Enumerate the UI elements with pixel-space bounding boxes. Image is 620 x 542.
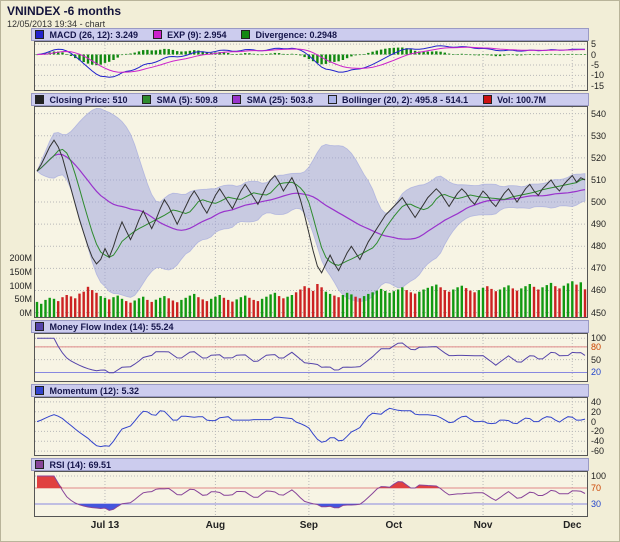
macd-legend-label: MACD (26, 12): 3.249 [49,30,139,40]
y-axis-tick: 460 [591,285,607,296]
price-legend: Closing Price: 510 SMA (5): 509.8 SMA (2… [31,93,589,106]
macd-legend: MACD (26, 12): 3.249 EXP (9): 2.954 Dive… [31,28,589,41]
sma5-swatch-icon [142,95,152,104]
y-axis-tick: 100 [591,471,607,481]
y-axis-tick: 80 [591,341,602,352]
x-axis-label: Oct [385,520,403,531]
y-axis-tick: 510 [591,174,607,185]
volume-axis-tick: 150M [9,266,32,277]
y-axis-tick: 70 [591,483,602,493]
mfi-legend-label: Money Flow Index (14): 55.24 [49,322,174,332]
x-axis-label: Nov [473,520,493,531]
macd-legend-item: MACD (26, 12): 3.249 [35,29,139,40]
y-axis-tick: -15 [591,80,605,91]
y-axis-tick: 0 [591,416,597,427]
y-axis-tick: 30 [591,499,602,509]
x-axis-label: Sep [299,520,319,531]
volume-y-axis: 200M 150M 100M 50M 0M [2,107,32,318]
closing-price-legend-label: Closing Price: 510 [49,95,128,105]
macd-legend-item: Divergence: 0.2948 [240,29,338,40]
price-y-axis: 540 530 520 510 500 490 480 470 460 450 [591,107,619,318]
chart-header: VNINDEX -6 months 12/05/2013 19:34 - cha… [7,4,121,29]
y-axis-tick: 5 [591,39,597,50]
macd-legend-item: EXP (9): 2.954 [152,29,227,40]
x-axis-label: Dec [563,520,582,531]
rsi-legend-label: RSI (14): 69.51 [49,460,112,470]
price-legend-item: Closing Price: 510 [35,94,128,105]
volume-legend-label: Vol: 100.7M [497,95,546,105]
closing-price-swatch-icon [35,95,44,104]
momentum-plot [34,397,588,456]
y-axis-tick: -10 [591,70,605,81]
mfi-y-axis: 100 80 50 20 [591,333,619,381]
rsi-legend-item: RSI (14): 69.51 [35,459,112,470]
y-axis-tick: 0 [591,49,597,60]
divergence-legend-label: Divergence: 0.2948 [255,30,338,40]
price-legend-item: SMA (25): 503.8 [232,94,313,105]
price-legend-item: Bollinger (20, 2): 495.8 - 514.1 [327,94,469,105]
y-axis-tick: 40 [591,396,602,407]
y-axis-tick: 100 [591,333,607,344]
macd-plot [34,41,588,91]
chart-title: VNINDEX -6 months [7,4,122,18]
bollinger-swatch-icon [327,95,337,104]
mfi-swatch-icon [35,322,44,331]
y-axis-tick: 50 [591,354,602,365]
y-axis-tick: 520 [591,152,607,163]
y-axis-tick: -20 [591,426,605,437]
macd-y-axis: 5 0 -5 -10 -15 [591,39,619,91]
volume-axis-tick: 100M [9,280,32,291]
momentum-y-axis: 40 20 0 -20 -40 -60 [591,396,619,457]
price-legend-item: Vol: 100.7M [482,94,546,105]
sma25-swatch-icon [232,95,242,104]
divergence-swatch-icon [240,30,250,39]
x-axis-label: Aug [205,520,226,531]
momentum-swatch-icon [35,386,44,395]
macd-line-swatch-icon [35,30,44,39]
y-axis-tick: 470 [591,263,607,274]
volume-swatch-icon [482,95,492,104]
y-axis-tick: 490 [591,219,607,230]
volume-axis-tick: 50M [14,294,32,305]
y-axis-tick: 20 [591,406,602,417]
x-axis: Jul 13 Aug Sep Oct Nov Dec [35,519,588,535]
exp-line-swatch-icon [152,30,162,39]
y-axis-tick: 20 [591,367,602,378]
momentum-legend: Momentum (12): 5.32 [31,384,589,397]
volume-axis-tick: 0M [19,308,32,318]
rsi-y-axis: 100 70 30 [591,471,619,516]
momentum-legend-item: Momentum (12): 5.32 [35,385,140,396]
y-axis-tick: 480 [591,241,607,252]
y-axis-tick: -5 [591,59,600,70]
x-axis-label: Jul 13 [90,520,120,531]
y-axis-tick: 530 [591,130,607,141]
price-plot [34,106,588,318]
sma5-legend-label: SMA (5): 509.8 [156,95,218,105]
y-axis-tick: 450 [591,307,607,318]
volume-axis-tick: 200M [9,253,32,263]
rsi-swatch-icon [35,460,44,469]
mfi-legend: Money Flow Index (14): 55.24 [31,320,589,333]
sma25-legend-label: SMA (25): 503.8 [246,95,313,105]
mfi-legend-item: Money Flow Index (14): 55.24 [35,321,174,332]
mfi-plot [34,333,588,382]
y-axis-tick: -60 [591,446,605,457]
rsi-legend: RSI (14): 69.51 [31,458,589,471]
rsi-plot [34,471,588,517]
momentum-legend-label: Momentum (12): 5.32 [49,386,140,396]
y-axis-tick: 540 [591,108,607,119]
y-axis-tick: 500 [591,197,607,208]
chart-subtitle: 12/05/2013 19:34 - chart [7,19,106,29]
price-legend-item: SMA (5): 509.8 [142,94,218,105]
y-axis-tick: -40 [591,436,605,447]
exp-legend-label: EXP (9): 2.954 [167,30,227,40]
bollinger-legend-label: Bollinger (20, 2): 495.8 - 514.1 [342,95,469,105]
